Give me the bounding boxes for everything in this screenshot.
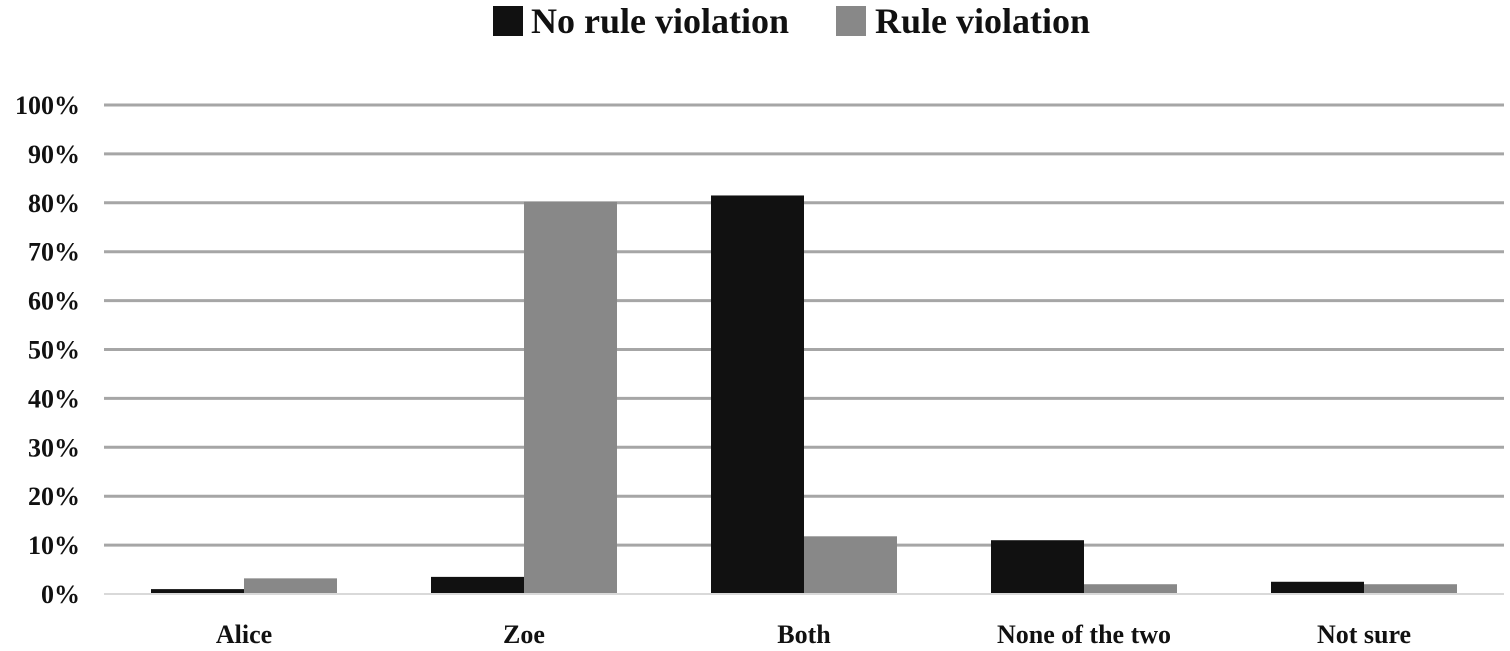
y-tick-label: 20% [28,482,80,511]
bar-no-rule-violation-not-sure [1271,581,1364,594]
y-tick-label: 40% [28,384,80,413]
bar-rule-violation-zoe [524,201,617,594]
legend-label-rule-violation: Rule violation [875,1,1090,41]
bar-rule-violation-not-sure [1364,584,1457,594]
bar-rule-violation-both [804,536,897,594]
y-tick-label: 90% [28,140,80,169]
x-category-label: Zoe [503,620,545,649]
y-tick-label: 80% [28,189,80,218]
y-axis-tick-labels: 0% 10% 20% 30% 40% 50% 60% 70% 80% 90% 100% [15,91,80,609]
bars [151,195,1457,594]
y-tick-label: 50% [28,336,80,365]
x-category-label: Not sure [1317,620,1411,649]
x-category-label: None of the two [997,620,1171,649]
legend-swatch-no-rule-violation [493,6,523,36]
x-axis-category-labels: Alice Zoe Both None of the two Not sure [216,620,1411,649]
bar-no-rule-violation-none-of-the-two [991,540,1084,594]
legend-swatch-rule-violation [836,6,866,36]
x-category-label: Alice [216,620,272,649]
y-tick-label: 30% [28,433,80,462]
y-tick-label: 60% [28,287,80,316]
y-tick-label: 10% [28,531,80,560]
bar-no-rule-violation-both [711,195,804,594]
bar-rule-violation-none-of-the-two [1084,584,1177,594]
y-tick-label: 100% [15,91,80,120]
y-tick-label: 0% [41,580,80,609]
x-category-label: Both [777,620,831,649]
bar-no-rule-violation-alice [151,589,244,594]
bar-rule-violation-alice [244,578,337,594]
legend: No rule violation Rule violation [493,1,1090,41]
bar-no-rule-violation-zoe [431,576,524,594]
legend-label-no-rule-violation: No rule violation [531,1,789,41]
y-tick-label: 70% [28,238,80,267]
